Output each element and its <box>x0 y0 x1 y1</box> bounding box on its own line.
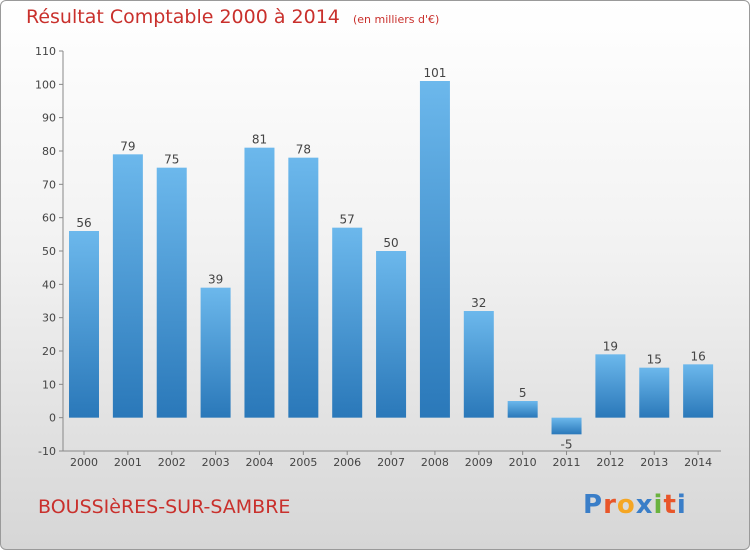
x-tick-label: 2014 <box>684 456 712 469</box>
y-tick-label: 90 <box>42 112 56 125</box>
data-label-2002: 75 <box>164 153 179 167</box>
y-tick-label: 30 <box>42 312 56 325</box>
data-label-2012: 19 <box>603 339 618 353</box>
y-tick-label: 100 <box>35 78 56 91</box>
bar-2000 <box>69 231 99 418</box>
x-tick-label: 2012 <box>596 456 624 469</box>
x-tick-label: 2007 <box>377 456 405 469</box>
bar-2003 <box>200 287 231 418</box>
x-tick-label: 2003 <box>202 456 230 469</box>
bar-2001 <box>112 154 143 418</box>
bar-2011 <box>551 417 582 435</box>
logo-letter: t <box>663 490 677 520</box>
x-tick-label: 2013 <box>640 456 668 469</box>
data-label-2001: 79 <box>120 139 135 153</box>
data-label-2009: 32 <box>471 296 486 310</box>
data-label-2004: 81 <box>252 133 267 147</box>
chart-title-text: Résultat Comptable 2000 à 2014 <box>26 6 340 28</box>
logo-letter: o <box>616 490 636 520</box>
bar-2012 <box>595 354 626 418</box>
y-tick-label: -10 <box>38 445 56 458</box>
y-tick-label: 110 <box>35 45 56 58</box>
x-tick-label: 2001 <box>114 456 142 469</box>
bar-2005 <box>288 157 319 418</box>
y-tick-label: 0 <box>49 412 56 425</box>
bar-2008 <box>419 81 450 418</box>
logo-letter: i <box>676 490 687 520</box>
logo-letter: r <box>603 490 617 520</box>
data-label-2003: 39 <box>208 273 223 287</box>
x-tick-label: 2011 <box>553 456 581 469</box>
commune-name: BOUSSIèRES-SUR-SAMBRE <box>38 496 291 518</box>
x-tick-label: 2009 <box>465 456 493 469</box>
bar-2009 <box>463 311 494 418</box>
y-tick-label: 60 <box>42 212 56 225</box>
bar-2006 <box>332 227 363 418</box>
y-tick-label: 10 <box>42 378 56 391</box>
data-label-2011: -5 <box>561 437 573 451</box>
y-tick-label: 50 <box>42 245 56 258</box>
x-tick-label: 2002 <box>158 456 186 469</box>
logo-letter: i <box>653 490 664 520</box>
bar-2010 <box>507 401 538 418</box>
chart-bars <box>69 81 714 435</box>
data-label-2006: 57 <box>340 213 355 227</box>
x-tick-label: 2008 <box>421 456 449 469</box>
x-tick-label: 2005 <box>289 456 317 469</box>
bar-2013 <box>639 367 670 418</box>
x-tick-label: 2004 <box>245 456 273 469</box>
bar-2004 <box>244 147 275 418</box>
logo-letter: x <box>635 490 654 520</box>
x-tick-label: 2000 <box>70 456 98 469</box>
bar-2014 <box>683 364 714 418</box>
data-label-2010: 5 <box>519 386 527 400</box>
chart-data-labels: 56 79 75 39 81 78 57 50 101 32 5 -5 19 15 16 <box>76 66 705 451</box>
chart-axes: -10 0 10 20 30 40 50 60 70 80 90 100 110 2000 2001 2002… <box>35 45 721 469</box>
y-tick-label: 40 <box>42 278 56 291</box>
x-tick-label: 2006 <box>333 456 361 469</box>
y-tick-label: 20 <box>42 345 56 358</box>
logo-letter: P <box>583 490 604 520</box>
data-label-2007: 50 <box>383 236 398 250</box>
data-label-2013: 15 <box>647 353 662 367</box>
data-label-2005: 78 <box>296 143 311 157</box>
data-label-2000: 56 <box>76 216 91 230</box>
x-tick-label: 2010 <box>509 456 537 469</box>
data-label-2014: 16 <box>690 349 705 363</box>
chart-title: Résultat Comptable 2000 à 2014 (en milli… <box>26 6 439 28</box>
y-tick-label: 70 <box>42 178 56 191</box>
data-label-2008: 101 <box>423 66 446 80</box>
bar-2007 <box>376 251 407 418</box>
proxiti-logo: Proxiti <box>583 490 687 520</box>
y-tick-label: 80 <box>42 145 56 158</box>
chart-unit: (en milliers d'€) <box>352 13 440 26</box>
bar-2002 <box>156 167 187 418</box>
